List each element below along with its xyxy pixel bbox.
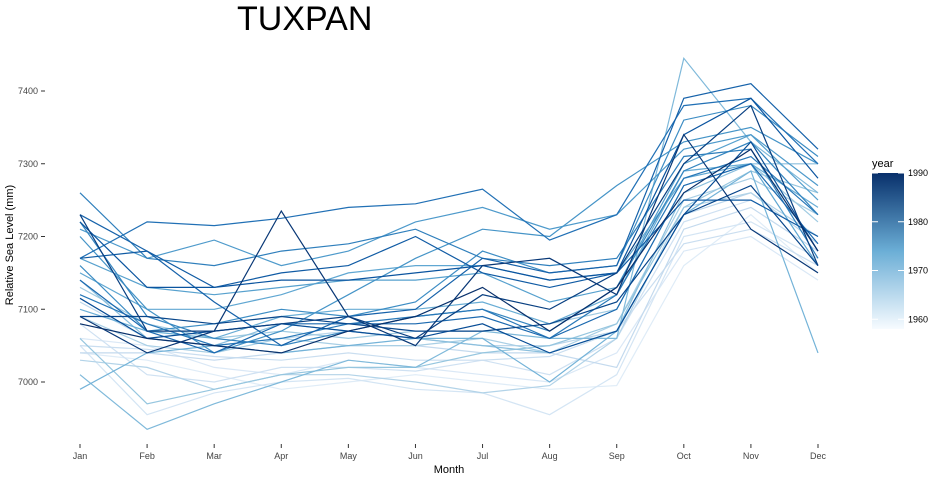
series-line-1983: [79, 83, 819, 347]
series-line-1982: [79, 163, 819, 354]
legend-ticks: 1960 1970 1980 1990: [872, 168, 928, 324]
series-line-1959: [79, 235, 819, 383]
x-tick-label: Jan: [73, 451, 88, 461]
series-line-1987: [80, 184, 819, 332]
y-axis: 7000 7100 7200 7300 7400: [18, 86, 45, 387]
series-lines: [79, 56, 819, 430]
x-axis: Jan Feb Mar Apr May Jun Jul Aug Sep Oct Nov Dec: [73, 444, 827, 461]
legend-tick-label: 1960: [908, 314, 928, 324]
series-line-1973: [79, 163, 819, 310]
legend-tick-label: 1970: [908, 266, 928, 276]
x-tick-label: Apr: [274, 451, 288, 461]
year-legend: year 1960 1970 1980 1990: [872, 158, 928, 329]
series-line-1988: [79, 104, 819, 340]
x-tick-label: Oct: [677, 451, 692, 461]
series-line-1984: [79, 199, 819, 289]
series-line-1980: [79, 155, 819, 347]
x-axis-title: Month: [434, 464, 465, 476]
x-tick-label: Jun: [408, 451, 423, 461]
series-line-1975: [79, 134, 819, 267]
series-line-1961: [79, 199, 819, 383]
legend-tick-label: 1990: [908, 168, 928, 178]
series-line-1979: [79, 148, 819, 267]
y-tick-label: 7100: [18, 304, 38, 314]
series-line-1968: [79, 170, 819, 405]
series-line-1962: [79, 228, 819, 361]
x-tick-label: Jul: [477, 451, 489, 461]
y-tick-label: 7300: [18, 159, 38, 169]
series-line-1965: [79, 192, 819, 394]
series-line-1971: [79, 170, 819, 390]
x-tick-label: Nov: [743, 451, 760, 461]
series-line-1958: [79, 213, 819, 390]
legend-title: year: [872, 158, 894, 170]
series-line-1989: [79, 133, 819, 354]
y-tick-label: 7400: [18, 86, 38, 96]
series-line-1970: [79, 56, 819, 430]
series-line-1960: [79, 221, 819, 416]
y-tick-label: 7000: [18, 377, 38, 387]
x-tick-label: Sep: [609, 451, 625, 461]
series-line-1981: [79, 97, 819, 259]
x-tick-label: Dec: [810, 451, 827, 461]
legend-tick-label: 1980: [908, 217, 928, 227]
x-tick-label: Feb: [139, 451, 155, 461]
x-tick-label: Mar: [206, 451, 222, 461]
x-tick-label: Aug: [542, 451, 558, 461]
legend-colorbar: [872, 173, 904, 329]
y-axis-title: Relative Sea Level (mm): [4, 185, 16, 305]
series-line-1977: [79, 104, 819, 332]
y-tick-label: 7200: [18, 232, 38, 242]
x-tick-label: May: [340, 451, 358, 461]
chart-title: TUXPAN: [237, 0, 372, 38]
series-line-1990: [79, 148, 819, 354]
series-line-1985: [79, 97, 819, 288]
